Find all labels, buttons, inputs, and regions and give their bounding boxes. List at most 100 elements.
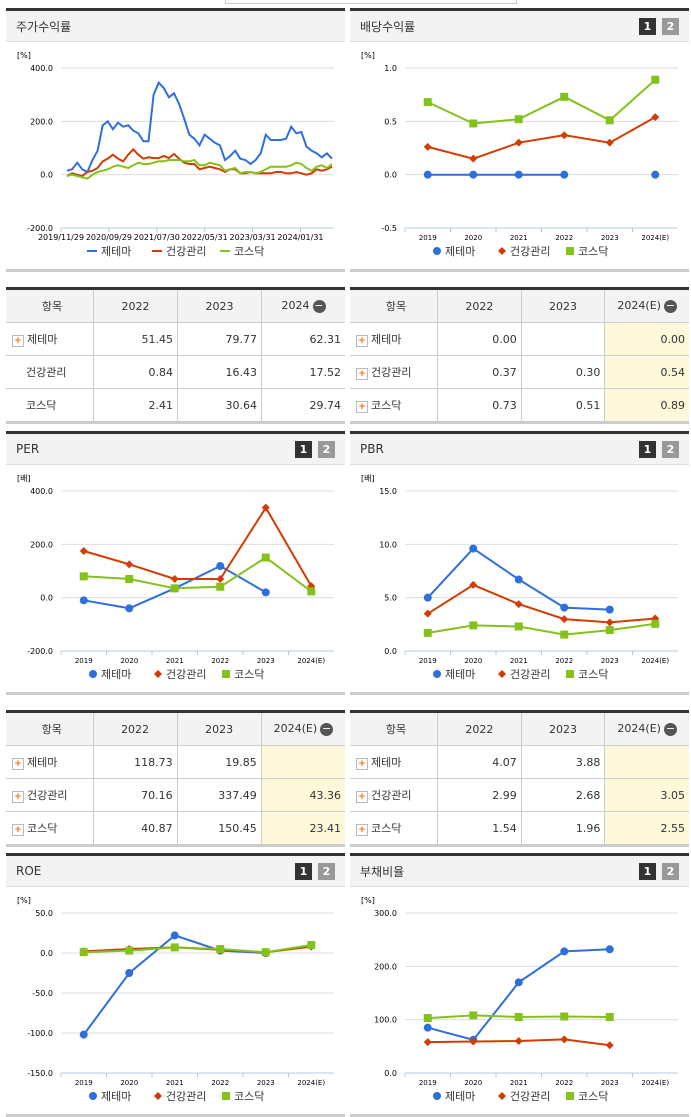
data-point[interactable] <box>79 596 88 605</box>
data-point[interactable] <box>469 170 478 179</box>
legend-label[interactable]: 건강관리 <box>510 245 550 258</box>
data-point[interactable] <box>469 1011 478 1020</box>
data-point[interactable] <box>605 605 614 614</box>
expand-icon[interactable]: + <box>356 824 368 836</box>
data-point[interactable] <box>307 587 316 596</box>
collapse-icon[interactable]: − <box>312 298 326 313</box>
legend-label[interactable]: 건강관리 <box>510 1090 550 1103</box>
data-point[interactable] <box>560 170 569 179</box>
data-point[interactable] <box>514 170 523 179</box>
data-point[interactable] <box>423 1014 432 1023</box>
data-point[interactable] <box>514 115 523 124</box>
data-point[interactable] <box>514 978 523 987</box>
data-point[interactable] <box>79 948 88 957</box>
legend-label[interactable]: 건강관리 <box>166 245 206 258</box>
data-point[interactable] <box>216 945 225 953</box>
data-point[interactable] <box>651 113 660 122</box>
data-point[interactable] <box>423 628 432 637</box>
legend-label[interactable]: 건강관리 <box>510 668 550 681</box>
data-point[interactable] <box>170 943 179 952</box>
data-point[interactable] <box>216 574 225 583</box>
data-point[interactable] <box>514 575 523 584</box>
legend-label[interactable]: 제테마 <box>101 668 131 681</box>
data-point[interactable] <box>514 138 523 147</box>
data-point[interactable] <box>514 1037 523 1045</box>
data-point[interactable] <box>423 1038 432 1047</box>
legend-label[interactable]: 코스닥 <box>578 668 608 681</box>
expand-icon[interactable]: + <box>12 791 24 803</box>
data-point[interactable] <box>125 946 134 955</box>
legend-label[interactable]: 코스닥 <box>578 1090 608 1103</box>
page-2-button[interactable]: 2 <box>662 17 679 35</box>
data-point[interactable] <box>216 582 225 591</box>
legend-label[interactable]: 제테마 <box>101 245 131 258</box>
page-1-button[interactable]: 1 <box>295 862 312 880</box>
expand-icon[interactable]: + <box>12 335 24 347</box>
page-2-button[interactable]: 2 <box>318 862 335 880</box>
collapse-icon[interactable]: − <box>320 721 334 736</box>
data-point[interactable] <box>170 575 179 583</box>
data-point[interactable] <box>307 582 316 591</box>
data-point[interactable] <box>605 1041 614 1050</box>
data-point[interactable] <box>469 621 478 630</box>
data-point[interactable] <box>560 131 569 140</box>
legend-label[interactable]: 제테마 <box>101 1090 131 1103</box>
data-point[interactable] <box>261 948 270 957</box>
data-point[interactable] <box>469 119 478 128</box>
page-1-button[interactable]: 1 <box>295 440 312 458</box>
data-point[interactable] <box>79 1030 88 1039</box>
page-1-button[interactable]: 1 <box>639 440 656 458</box>
page-2-button[interactable]: 2 <box>662 862 679 880</box>
data-point[interactable] <box>605 1013 614 1021</box>
data-point[interactable] <box>651 170 660 179</box>
legend-label[interactable]: 코스닥 <box>578 245 608 258</box>
page-2-button[interactable]: 2 <box>318 440 335 458</box>
data-point[interactable] <box>651 619 660 628</box>
data-point[interactable] <box>170 931 179 940</box>
expand-icon[interactable]: + <box>356 368 368 380</box>
data-point[interactable] <box>307 941 316 949</box>
data-point[interactable] <box>605 138 614 147</box>
data-point[interactable] <box>514 1013 523 1021</box>
legend-label[interactable]: 건강관리 <box>166 1090 206 1103</box>
data-point[interactable] <box>560 615 569 624</box>
data-point[interactable] <box>605 945 614 954</box>
data-point[interactable] <box>125 560 134 569</box>
data-point[interactable] <box>423 593 432 602</box>
data-point[interactable] <box>560 92 569 101</box>
data-point[interactable] <box>423 1023 432 1032</box>
data-point[interactable] <box>560 603 569 612</box>
data-point[interactable] <box>605 116 614 125</box>
data-point[interactable] <box>651 75 660 84</box>
data-point[interactable] <box>423 142 432 151</box>
data-point[interactable] <box>423 98 432 107</box>
data-point[interactable] <box>605 618 614 627</box>
expand-icon[interactable]: + <box>356 335 368 347</box>
expand-icon[interactable]: + <box>12 824 24 836</box>
data-point[interactable] <box>261 553 270 562</box>
data-point[interactable] <box>560 1012 569 1021</box>
data-point[interactable] <box>423 170 432 179</box>
data-point[interactable] <box>216 562 225 571</box>
data-point[interactable] <box>469 580 478 589</box>
collapse-icon[interactable]: − <box>663 721 677 736</box>
data-point[interactable] <box>469 154 478 163</box>
data-point[interactable] <box>514 622 523 631</box>
data-point[interactable] <box>469 544 478 553</box>
data-point[interactable] <box>560 947 569 956</box>
page-1-button[interactable]: 1 <box>639 17 656 35</box>
legend-label[interactable]: 건강관리 <box>166 668 206 681</box>
data-point[interactable] <box>79 547 88 555</box>
expand-icon[interactable]: + <box>356 758 368 770</box>
page-1-button[interactable]: 1 <box>639 862 656 880</box>
legend-label[interactable]: 제테마 <box>445 1090 475 1103</box>
data-point[interactable] <box>125 969 134 977</box>
legend-label[interactable]: 코스닥 <box>234 245 264 258</box>
data-point[interactable] <box>469 1037 478 1046</box>
legend-label[interactable]: 제테마 <box>445 668 475 681</box>
collapse-icon[interactable]: − <box>663 298 677 313</box>
data-point[interactable] <box>125 575 134 583</box>
data-point[interactable] <box>170 584 179 593</box>
data-point[interactable] <box>514 600 523 609</box>
legend-label[interactable]: 코스닥 <box>234 668 264 681</box>
